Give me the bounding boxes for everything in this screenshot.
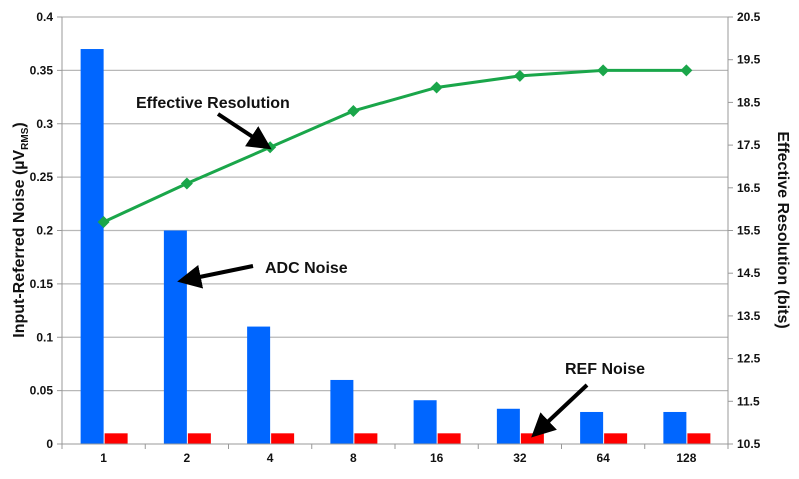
- effective-resolution-point: [513, 69, 526, 82]
- effective-resolution-point: [430, 81, 443, 94]
- y2-tick-label: 14.5: [737, 266, 761, 280]
- ref-noise-bar: [354, 433, 378, 444]
- y2-tick-label: 16.5: [737, 181, 761, 195]
- adc-noise-bar: [413, 400, 437, 444]
- adc-noise-bar: [496, 408, 520, 444]
- effective-resolution-point: [680, 64, 693, 77]
- annotation-label: REF Noise: [565, 361, 645, 378]
- x-tick-label: 4: [267, 451, 274, 465]
- effective-resolution-point: [264, 141, 277, 154]
- effective-resolution-point: [597, 64, 610, 77]
- y-tick-label: 0: [46, 437, 53, 451]
- y-tick-label: 0.25: [30, 170, 54, 184]
- effective-resolution-series: [97, 64, 693, 228]
- y2-tick-label: 19.5: [737, 53, 761, 67]
- y2-tick-label: 20.5: [737, 10, 761, 24]
- ref-noise-bar: [520, 433, 544, 444]
- x-tick-label: 2: [184, 451, 191, 465]
- y-tick-label: 0.3: [36, 117, 53, 131]
- x-tick-label: 1: [100, 451, 107, 465]
- x-tick-label: 16: [430, 451, 444, 465]
- x-tick-label: 8: [350, 451, 357, 465]
- effective-resolution-point: [97, 215, 110, 228]
- annotations: Effective Resolution ADC Noise REF Noise: [136, 95, 645, 438]
- gridlines: [62, 16, 728, 392]
- adc-noise-bar: [663, 411, 687, 444]
- ref-noise-bar: [104, 433, 128, 444]
- annotation-arrow: [177, 264, 254, 289]
- y2-tick-label: 10.5: [737, 437, 761, 451]
- ref-noise-bar: [437, 433, 461, 444]
- y-tick-label: 0.35: [30, 63, 54, 77]
- bars: [80, 49, 711, 445]
- ref-noise-bar: [187, 433, 211, 444]
- y-tick-label: 0.15: [30, 277, 54, 291]
- y-tick-label: 0.05: [30, 384, 54, 398]
- adc-noise-bar: [330, 379, 354, 444]
- y-tick-label: 0.4: [36, 10, 53, 24]
- adc-noise-bar: [247, 326, 271, 444]
- annotation-arrow: [216, 112, 272, 150]
- ref-noise-bar: [604, 433, 628, 444]
- y2-axis-title: Effective Resolution (bits): [774, 131, 791, 328]
- adc-noise-bar: [80, 49, 104, 445]
- ref-noise-bar: [687, 433, 711, 444]
- y2-tick-label: 12.5: [737, 352, 761, 366]
- y-tick-label: 0.2: [36, 224, 53, 238]
- tick-labels: 0 0.05 0.1 0.15 0.2 0.25 0.3 0.35 0.4 10.5 11.5 12.…: [30, 10, 761, 465]
- adc-noise-bar: [580, 411, 604, 444]
- y2-tick-label: 18.5: [737, 95, 761, 109]
- effective-resolution-point: [180, 177, 193, 190]
- x-tick-label: 64: [596, 451, 610, 465]
- ref-noise-bar: [271, 433, 295, 444]
- annotation-arrow: [531, 383, 589, 438]
- y2-tick-label: 11.5: [737, 394, 760, 408]
- y2-tick-label: 17.5: [737, 138, 761, 152]
- axes: [57, 16, 733, 449]
- annotation-label: ADC Noise: [265, 260, 348, 277]
- effective-resolution-point: [347, 104, 360, 117]
- y-tick-label: 0.1: [36, 330, 53, 344]
- annotation-label: Effective Resolution: [136, 95, 290, 112]
- y2-tick-label: 15.5: [737, 224, 761, 238]
- x-tick-label: 128: [676, 451, 696, 465]
- y2-tick-label: 13.5: [737, 309, 761, 323]
- y-axis-title: Input-Referred Noise (µVRMS): [11, 122, 31, 337]
- effective-resolution-line: [102, 68, 687, 224]
- adc-noise-bar: [163, 230, 187, 444]
- x-tick-label: 32: [513, 451, 527, 465]
